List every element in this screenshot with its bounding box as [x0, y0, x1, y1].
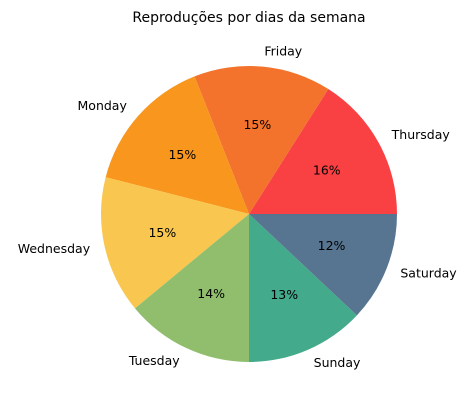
slice-percent-tuesday: 14% — [197, 286, 225, 301]
slice-label-thursday: Thursday — [391, 127, 451, 142]
pie-slice-sunday — [249, 214, 357, 362]
slice-label-wednesday: Wednesday — [18, 241, 91, 256]
pie-slice-wednesday — [100, 177, 249, 309]
pie-slice-monday — [105, 76, 249, 214]
slice-percent-thursday: 16% — [313, 163, 341, 178]
chart-title: Reproduções por dias da semana — [132, 10, 365, 26]
pie-slice-friday — [194, 66, 329, 214]
slice-label-tuesday: Tuesday — [128, 353, 180, 368]
slice-percent-sunday: 13% — [270, 287, 298, 302]
pie-labels: Thursday 16% Friday 15% Monday 15% Wednesday 15… — [18, 43, 458, 369]
pie-slices — [100, 66, 398, 362]
slice-label-friday: Friday — [264, 43, 302, 58]
slice-percent-friday: 15% — [243, 117, 271, 132]
pie-slice-thursday — [249, 89, 398, 214]
slice-percent-monday: 15% — [168, 147, 196, 162]
slice-percent-saturday: 12% — [318, 238, 346, 253]
slice-label-sunday: Sunday — [314, 355, 361, 370]
pie-slice-tuesday — [134, 214, 249, 362]
slice-label-monday: Monday — [78, 98, 128, 113]
slice-label-saturday: Saturday — [400, 265, 457, 280]
slice-percent-wednesday: 15% — [148, 225, 176, 240]
pie-slice-saturday — [249, 214, 397, 316]
